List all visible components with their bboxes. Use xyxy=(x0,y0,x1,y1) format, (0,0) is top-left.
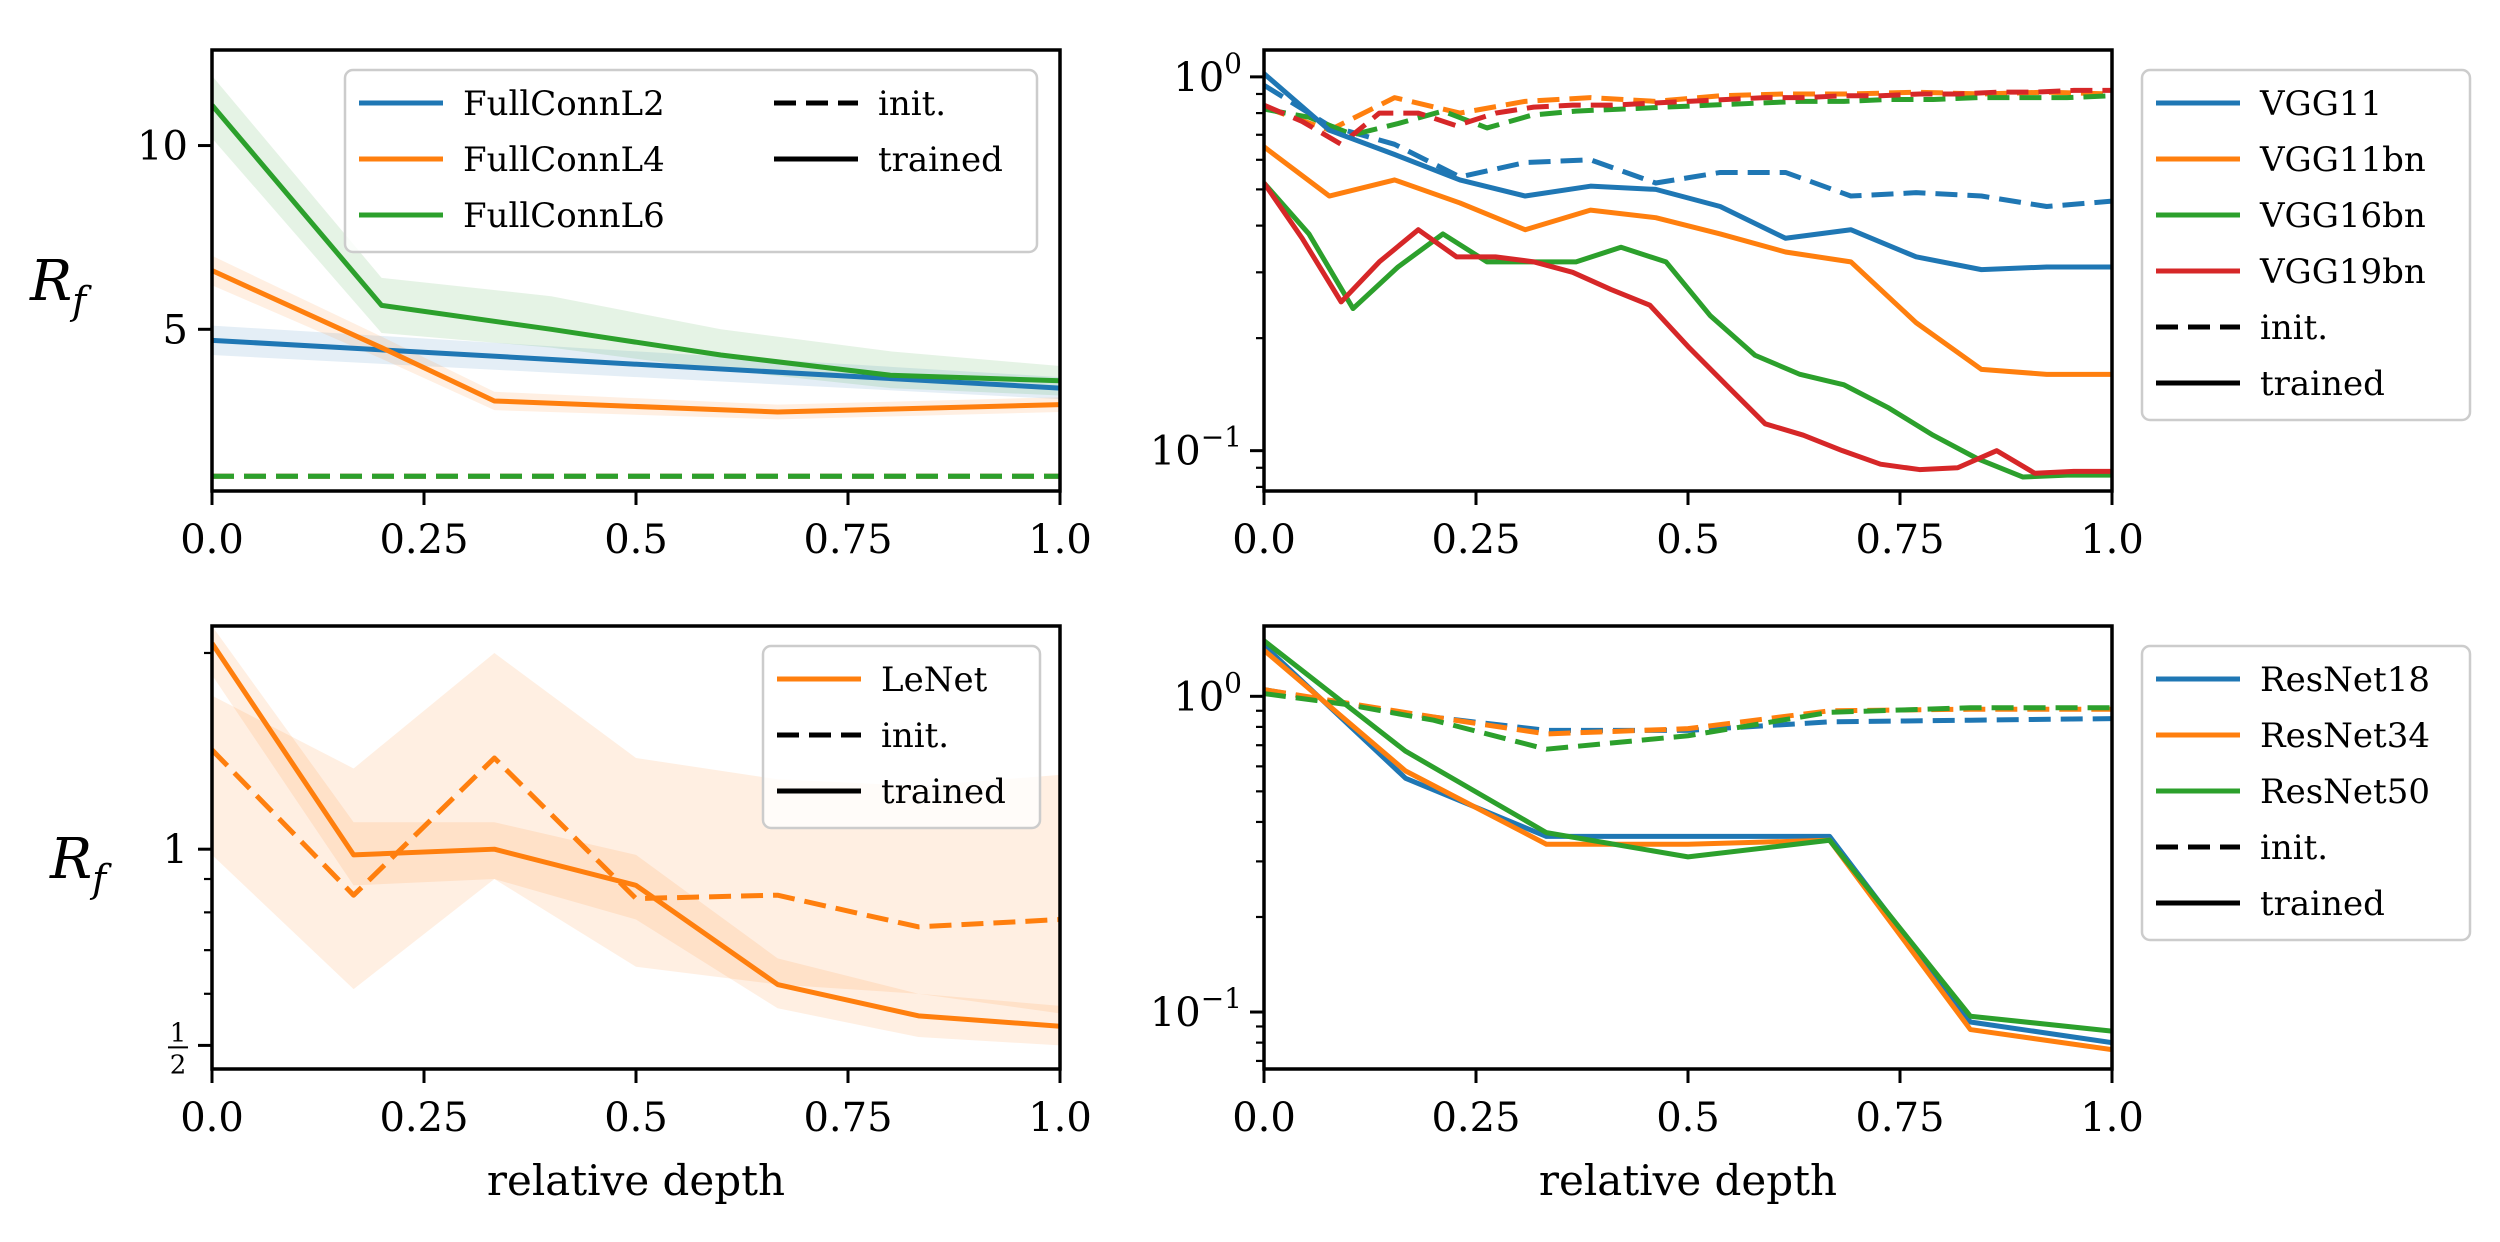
series-line-lenet-trained xyxy=(212,641,1060,1029)
plot-area xyxy=(1264,638,2112,1053)
legend-entry-label: FullConnL4 xyxy=(463,140,665,180)
band-lenet-init xyxy=(212,652,1060,1014)
panel-resnet: 0.0 0.25 0.5 0.75 1.0 10−1 100 relative depth Re… xyxy=(1150,624,2472,1205)
series-line-vgg11-trained xyxy=(1264,71,2112,273)
series-line-fullconnl4-trained xyxy=(212,268,1060,415)
band-lenet-trained xyxy=(212,626,1060,1046)
x-tick-label: 0.25 xyxy=(1431,1095,1520,1141)
x-tick-label: 1.0 xyxy=(1028,1095,1092,1141)
legend-box xyxy=(2140,644,2472,942)
x-tick-label: 1.0 xyxy=(1028,517,1092,563)
series-line-fullconnl2-trained xyxy=(212,337,1060,391)
legend-entry-label: ResNet18 xyxy=(2260,660,2430,700)
x-tick-label: 0.25 xyxy=(379,517,468,563)
series-line-resnet50-init xyxy=(1264,691,2112,752)
x-tick-label: 1.0 xyxy=(2080,517,2144,563)
series-line-fullconnl6-trained xyxy=(212,103,1060,384)
x-tick-label: 0.25 xyxy=(1431,517,1520,563)
legend-entry-label: FullConnL2 xyxy=(463,84,665,124)
plot-area xyxy=(212,626,1060,1046)
x-axis-title: relative depth xyxy=(487,1156,785,1205)
legend-entry-label: trained xyxy=(2260,364,2385,404)
legend-entry-label: FullConnL6 xyxy=(463,196,665,236)
series-line-vgg11-init xyxy=(1264,83,2112,209)
legend-entry-label: trained xyxy=(878,140,1003,180)
band-fullconnl4-trained xyxy=(212,255,1060,420)
x-tick-label: 0.75 xyxy=(1855,1095,1944,1141)
legend-entry-label: VGG11 xyxy=(2259,84,2382,124)
x-tick-label: 0.75 xyxy=(803,1095,892,1141)
x-tick-label: 0.0 xyxy=(180,1095,244,1141)
series-line-resnet18-trained xyxy=(1264,643,2112,1046)
legend-box xyxy=(761,644,1042,830)
series-line-lenet-init xyxy=(212,748,1060,930)
x-tick-label: 0.5 xyxy=(604,517,668,563)
legend-entry-label: init. xyxy=(878,84,946,124)
series-line-resnet34-trained xyxy=(1264,648,2112,1053)
legend-entry-label: init. xyxy=(881,716,949,756)
y-tick-label: 1 xyxy=(163,827,188,873)
x-axis-title: relative depth xyxy=(1539,1156,1837,1205)
y-tick-label: 100 xyxy=(1173,666,1242,720)
legend-entry-label: VGG19bn xyxy=(2259,252,2426,292)
series-line-vgg16bn-trained xyxy=(1264,181,2112,480)
series-line-vgg11bn-init xyxy=(1264,89,2112,133)
legend-entry-label: VGG16bn xyxy=(2259,196,2426,236)
x-tick-label: 0.75 xyxy=(1855,517,1944,563)
legend-box xyxy=(343,68,1039,254)
legend-entry-label: LeNet xyxy=(881,660,988,700)
legend-entry-label: init. xyxy=(2260,828,2328,868)
series-line-vgg19bn-trained xyxy=(1264,181,2112,476)
series-line-vgg19bn-init xyxy=(1264,87,2112,147)
legend-entry-label: trained xyxy=(2260,884,2385,924)
legend-entry-label: trained xyxy=(881,772,1006,812)
series-line-vgg16bn-init xyxy=(1264,93,2112,138)
plot-area xyxy=(212,75,1060,479)
legend-entry-label: init. xyxy=(2260,308,2328,348)
y-tick-label: 10−1 xyxy=(1150,982,1242,1036)
series-line-vgg11bn-trained xyxy=(1264,144,2112,377)
series-line-resnet50-trained xyxy=(1264,638,2112,1034)
legend-entry-label: ResNet50 xyxy=(2260,772,2430,812)
x-tick-label: 1.0 xyxy=(2080,1095,2144,1141)
panel-vgg: 0.0 0.25 0.5 0.75 1.0 10−1 100 VGG11 VGG11bn VGG1… xyxy=(1150,47,2472,563)
plot-area xyxy=(1264,71,2112,480)
legend-entry-label: VGG11bn xyxy=(2259,140,2426,180)
y-tick-label-numerator: 1 xyxy=(170,1018,187,1048)
y-tick-label: 5 xyxy=(163,307,188,353)
y-tick-label: 100 xyxy=(1173,47,1242,101)
x-tick-label: 0.0 xyxy=(1232,1095,1296,1141)
y-tick-label-denominator: 2 xyxy=(170,1050,187,1080)
x-tick-label: 0.5 xyxy=(1656,517,1720,563)
y-tick-label: 10 xyxy=(137,124,188,170)
x-tick-label: 0.0 xyxy=(180,517,244,563)
x-tick-label: 0.75 xyxy=(803,517,892,563)
band-fullconnl6-trained xyxy=(212,75,1060,396)
x-tick-label: 0.5 xyxy=(1656,1095,1720,1141)
x-tick-label: 0.25 xyxy=(379,1095,468,1141)
x-tick-label: 0.0 xyxy=(1232,517,1296,563)
legend-entry-label: ResNet34 xyxy=(2260,716,2430,756)
y-tick-label: 10−1 xyxy=(1150,421,1242,475)
x-tick-label: 0.5 xyxy=(604,1095,668,1141)
panel-fullconn: 0.0 0.25 0.5 0.75 1.0 5 10 FullConnL2 FullConnL4… xyxy=(137,48,1092,563)
